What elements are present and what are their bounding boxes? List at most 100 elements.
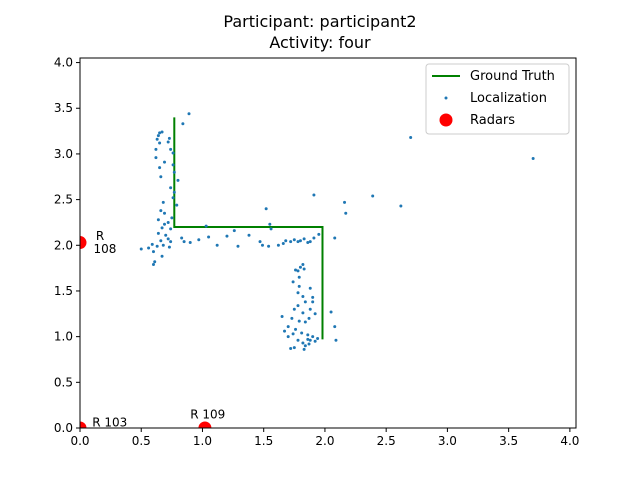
localization-point (301, 341, 305, 345)
localization-point (311, 335, 315, 339)
localization-point (169, 240, 173, 244)
x-tick-label: 0.0 (70, 434, 89, 448)
localization-point (311, 295, 315, 299)
localization-point (289, 347, 293, 351)
localization-point (303, 300, 307, 304)
localization-point (308, 286, 312, 290)
localization-point (158, 141, 162, 145)
localization-point (301, 294, 305, 298)
localization-point (159, 209, 163, 213)
localization-point (312, 236, 316, 240)
radar-point (198, 421, 212, 428)
localization-point (264, 207, 268, 211)
localization-point (181, 122, 185, 126)
localization-point (313, 312, 317, 316)
localization-point (169, 227, 173, 231)
localization-point (296, 240, 300, 244)
localization-point (156, 231, 160, 235)
localization-point (147, 246, 151, 250)
localization-point (166, 237, 170, 241)
localization-point (301, 311, 305, 315)
localization-point (306, 241, 310, 245)
chart-subtitle: Activity: four (269, 33, 371, 52)
legend-box (425, 63, 570, 135)
plot-area (79, 57, 577, 429)
radar-points (80, 236, 212, 428)
localization-point (182, 240, 186, 244)
y-tick-label: 2.5 (54, 193, 73, 207)
localization-point (329, 310, 333, 314)
localization-point (151, 262, 155, 266)
localization-point (160, 254, 164, 258)
localization-point (283, 329, 287, 333)
localization-point (298, 265, 302, 269)
localization-point (236, 244, 240, 248)
localization-point (169, 186, 173, 190)
localization-point (163, 222, 167, 226)
localization-point (204, 224, 208, 228)
localization-point (311, 300, 315, 304)
x-tick-label: 1.0 (193, 434, 212, 448)
localization-point (292, 346, 296, 350)
localization-point (176, 178, 180, 182)
localization-point (317, 232, 321, 236)
localization-point (155, 244, 159, 248)
localization-point (171, 196, 175, 200)
localization-point (312, 193, 316, 197)
localization-point (161, 200, 165, 204)
localization-point (166, 220, 170, 224)
localization-point (292, 307, 296, 311)
localization-point (296, 291, 300, 295)
radar-label: R 109 (190, 407, 225, 421)
legend-label: Ground Truth (470, 69, 555, 84)
localization-point (172, 170, 176, 174)
localization-point (268, 222, 272, 226)
localization-point (294, 268, 298, 272)
localization-point (286, 335, 290, 339)
y-tick-label: 0.0 (54, 421, 73, 435)
localization-point (139, 247, 143, 251)
localization-point (333, 236, 337, 240)
localization-point (187, 112, 191, 116)
localization-point (163, 160, 167, 164)
legend-swatch-dot (444, 96, 448, 100)
x-tick-label: 2.0 (315, 434, 334, 448)
legend-swatch-dot (439, 113, 453, 127)
radar-label: 108 (93, 242, 116, 256)
localization-point (308, 307, 312, 311)
localization-point (164, 233, 168, 237)
localization-point (308, 338, 312, 342)
localization-point (232, 229, 236, 233)
localization-point (180, 236, 184, 240)
localization-point (160, 130, 164, 134)
localization-point (215, 243, 219, 247)
legend: Ground Truth Localization Radars (425, 63, 570, 135)
localization-point (307, 342, 311, 346)
localization-point (281, 241, 285, 245)
localization-point (267, 244, 271, 248)
localization-point (188, 241, 192, 245)
x-tick-label: 4.0 (560, 434, 579, 448)
localization-point (306, 333, 310, 337)
legend-label: Localization (470, 91, 547, 106)
localization-point (247, 233, 251, 237)
localization-point (197, 238, 201, 242)
localization-point (159, 175, 163, 179)
x-tick-label: 0.5 (132, 434, 151, 448)
localization-point (153, 260, 157, 264)
localization-point (316, 336, 320, 340)
localization-point (154, 156, 158, 160)
localization-point (333, 325, 337, 329)
axes-frame (79, 57, 577, 429)
localization-point (154, 147, 158, 151)
y-tick-label: 2.0 (54, 238, 73, 252)
localization-point (260, 243, 264, 247)
localization-point (303, 344, 307, 348)
localization-point (258, 240, 262, 244)
localization-point (160, 226, 164, 230)
localization-point (303, 320, 307, 324)
y-tick-label: 1.5 (54, 284, 73, 298)
radar-point (80, 421, 87, 428)
radar-label: R 103 (92, 416, 127, 430)
legend-label: Radars (470, 113, 515, 128)
